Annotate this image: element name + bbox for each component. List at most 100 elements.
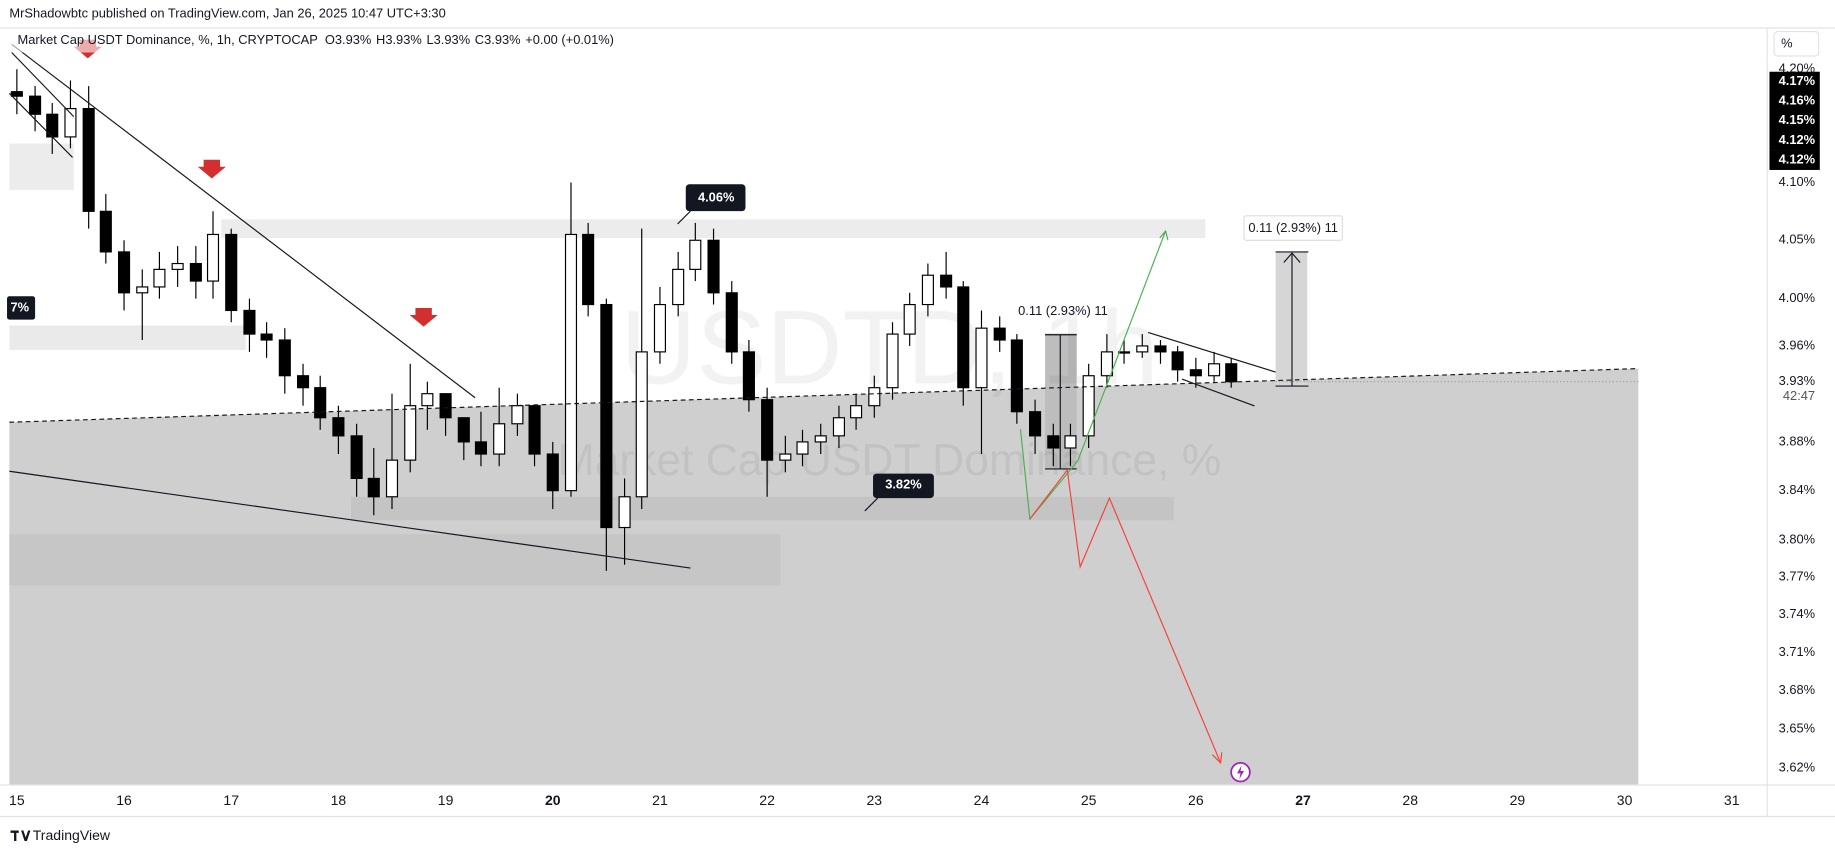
- candle-body: [1189, 369, 1202, 377]
- x-tick-label: 23: [866, 792, 882, 808]
- price-tag: [1769, 150, 1820, 170]
- y-tick-label: 3.77%: [1779, 569, 1815, 584]
- trendline: [1147, 331, 1276, 373]
- candle-body: [868, 387, 881, 407]
- measure-label: 0.11 (2.93%) 11: [1018, 303, 1108, 318]
- candle-body: [206, 233, 220, 282]
- candle-body: [528, 405, 541, 455]
- y-tick-label: 3.74%: [1779, 606, 1815, 621]
- zone: [9, 534, 781, 586]
- legend: Market Cap USDT Dominance, %, 1h, CRYPTO…: [18, 32, 614, 47]
- candle-body: [314, 387, 327, 419]
- x-tick-label: 20: [545, 792, 561, 808]
- candles: [10, 69, 1238, 571]
- candle-body: [404, 405, 417, 461]
- trendline: [8, 92, 73, 158]
- last-price-label: 3.93%: [1779, 373, 1815, 388]
- y-tick-label: 3.62%: [1779, 760, 1815, 775]
- candle-body: [332, 417, 345, 437]
- candle-body: [511, 405, 524, 425]
- last-price-tag: [1769, 372, 1821, 408]
- candle-body: [921, 274, 934, 306]
- candle-body: [689, 239, 702, 270]
- candle-body: [796, 441, 809, 455]
- candle-body: [582, 233, 595, 306]
- callout: [873, 473, 934, 499]
- axes: 4.20%4.10%4.05%4.00%3.96%3.93%3.88%3.84%…: [9, 61, 1821, 808]
- candle-body: [814, 435, 827, 443]
- candle-body: [474, 441, 488, 455]
- y-tick-label: 4.10%: [1779, 174, 1815, 189]
- x-tick-label: 29: [1510, 792, 1526, 808]
- trendline: [11, 43, 476, 399]
- x-tick-label: 28: [1402, 792, 1418, 808]
- candle-body: [1064, 435, 1077, 449]
- candle-body: [1029, 411, 1042, 437]
- right-margin: [1638, 27, 1768, 786]
- candle-body: [225, 233, 238, 312]
- candle-body: [600, 303, 613, 529]
- candle-body: [1082, 375, 1095, 437]
- candle-body: [243, 309, 256, 335]
- candle-body: [564, 233, 578, 492]
- candle-body: [975, 327, 988, 389]
- header: MrShadowbtc published on TradingView.com…: [9, 5, 445, 20]
- callout: [7, 296, 36, 320]
- candle-body: [1010, 339, 1023, 413]
- candle-body: [1225, 363, 1238, 383]
- candle-body: [1171, 351, 1184, 371]
- callout-label: 7%: [11, 299, 30, 314]
- zones: [9, 143, 1639, 786]
- projection-up: [1019, 230, 1167, 521]
- candle-body: [1208, 363, 1221, 377]
- candle-body: [350, 435, 363, 480]
- x-tick-label: 26: [1188, 792, 1204, 808]
- candle-body: [29, 95, 42, 115]
- projection-down: [1029, 468, 1222, 764]
- x-tick-label: 19: [438, 792, 454, 808]
- zone: [221, 219, 1206, 238]
- x-tick-label: 24: [974, 792, 990, 808]
- candle-body: [136, 286, 149, 294]
- trendline: [9, 368, 1639, 423]
- y-tick-label: 3.84%: [1779, 482, 1815, 497]
- candle-body: [725, 292, 738, 353]
- logo: [10, 830, 31, 842]
- candle-body: [779, 453, 792, 461]
- measure-label-box: [1243, 215, 1343, 241]
- price-tag-label: 4.12%: [1779, 132, 1816, 147]
- callout-label: 4.06%: [698, 190, 735, 205]
- candle-body: [957, 286, 970, 389]
- y-tick-label: 3.65%: [1779, 721, 1815, 736]
- marker-arrow: [197, 159, 226, 179]
- y-tick-label: 4.00%: [1779, 290, 1815, 305]
- x-tick-label: 15: [9, 792, 25, 808]
- zone: [9, 143, 74, 191]
- candle-body: [260, 333, 273, 341]
- price-tag-label: 4.17%: [1779, 73, 1816, 88]
- candle-body: [546, 453, 559, 492]
- x-tick-label: 27: [1295, 792, 1311, 808]
- price-tag: [1769, 91, 1820, 112]
- arrow-head: [1211, 752, 1223, 765]
- candle-body: [635, 351, 648, 498]
- arrow-head: [1283, 252, 1301, 263]
- candle-body: [117, 251, 131, 294]
- scale-button[interactable]: [1773, 30, 1820, 57]
- x-tick-label: 16: [116, 792, 132, 808]
- candle-body: [903, 303, 916, 335]
- drawings: 4.06% 3.82% 0.11 (2.93%) 11 0.11 (2.93%)…: [7, 39, 1639, 783]
- x-tick-label: 22: [759, 792, 775, 808]
- legend-value: O3.93%: [325, 32, 371, 47]
- trendline: [9, 470, 691, 569]
- shaded-zone: [9, 368, 1639, 786]
- callout-pointer: [864, 497, 879, 512]
- candle-body: [296, 375, 310, 389]
- price-tag-label: 4.12%: [1779, 151, 1816, 166]
- event-icon-glyph: [1236, 765, 1245, 780]
- callout: [685, 184, 746, 212]
- legend-value: C3.93%: [475, 32, 521, 47]
- price-tag: [1769, 110, 1820, 131]
- x-tick-label: 30: [1617, 792, 1633, 808]
- candle-body: [385, 459, 399, 498]
